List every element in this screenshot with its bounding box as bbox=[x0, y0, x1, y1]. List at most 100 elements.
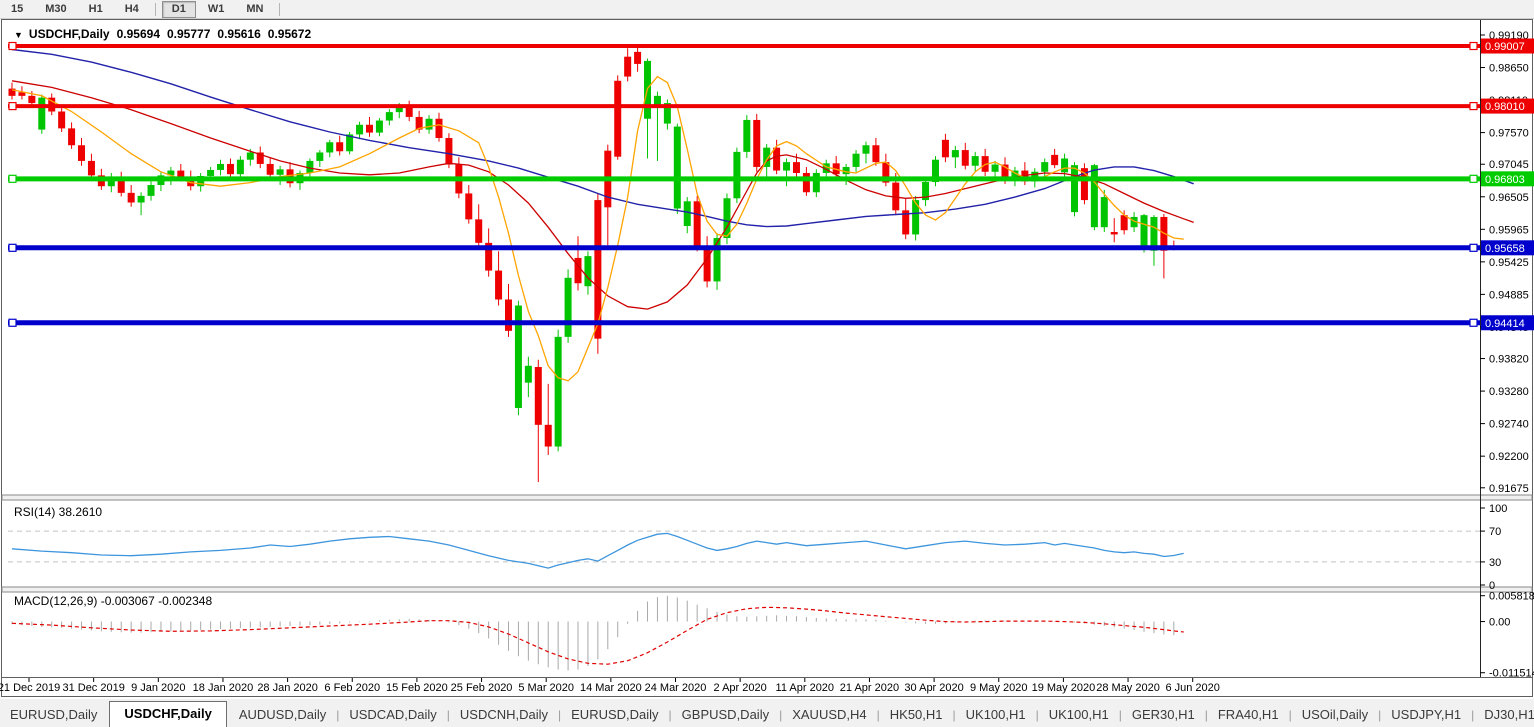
horizontal-line-0.99007[interactable] bbox=[8, 41, 1480, 51]
tab-separator: | bbox=[1204, 708, 1208, 722]
tab-hk50-h1[interactable]: HK50,H1 bbox=[889, 707, 943, 722]
date-tick-label: 28 Jan 2020 bbox=[257, 682, 318, 694]
tab-separator: | bbox=[876, 708, 880, 722]
svg-text:0.96803: 0.96803 bbox=[1485, 174, 1525, 186]
tab-dj30-h1[interactable]: DJ30,H1 bbox=[1484, 707, 1534, 722]
date-tick-label: 6 Jun 2020 bbox=[1165, 682, 1219, 694]
timeframe-button-15[interactable]: 15 bbox=[11, 2, 24, 15]
price-tick-label: 0.95425 bbox=[1489, 257, 1529, 269]
tab-usdcad-daily[interactable]: USDCAD,Daily bbox=[349, 707, 437, 722]
date-tick-label: 9 Jan 2020 bbox=[131, 682, 185, 694]
tab-usdchf-daily[interactable]: USDCHF,Daily bbox=[109, 701, 227, 727]
price-tick-label: 0.92200 bbox=[1489, 451, 1529, 463]
horizontal-line-0.98010[interactable] bbox=[8, 101, 1480, 111]
ohlc-high: 0.95777 bbox=[167, 27, 211, 41]
svg-text:0.98010: 0.98010 bbox=[1485, 101, 1525, 113]
candle bbox=[673, 123, 681, 214]
tab-uk100-h1[interactable]: UK100,H1 bbox=[965, 707, 1026, 722]
candle bbox=[1110, 218, 1118, 243]
tab-separator: | bbox=[336, 708, 340, 722]
moving-average-slow bbox=[11, 48, 1194, 228]
line-handle[interactable] bbox=[1469, 243, 1478, 252]
horizontal-line-0.94414[interactable] bbox=[8, 318, 1480, 327]
candle bbox=[137, 192, 145, 216]
tab-separator: | bbox=[1035, 708, 1039, 722]
svg-text:0.95658: 0.95658 bbox=[1485, 243, 1525, 255]
candle bbox=[8, 82, 16, 100]
tab-audusd-daily[interactable]: AUDUSD,Daily bbox=[238, 707, 327, 722]
tab-fra40-h1[interactable]: FRA40,H1 bbox=[1217, 707, 1279, 722]
candle bbox=[584, 251, 592, 295]
horizontal-line-objects bbox=[8, 41, 1480, 327]
line-handle[interactable] bbox=[1469, 174, 1478, 183]
candle bbox=[266, 157, 274, 179]
line-handle[interactable] bbox=[8, 101, 17, 111]
candle bbox=[614, 75, 622, 160]
line-handle[interactable] bbox=[1469, 318, 1478, 327]
candle bbox=[356, 121, 364, 140]
candle bbox=[276, 165, 284, 186]
tab-xauusd-h4[interactable]: XAUUSD,H4 bbox=[792, 707, 867, 722]
candle bbox=[1080, 163, 1088, 205]
timeframe-button-m30[interactable]: M30 bbox=[45, 2, 67, 15]
line-handle[interactable] bbox=[8, 243, 17, 252]
candlestick-series bbox=[8, 45, 1178, 483]
horizontal-line-0.96803[interactable] bbox=[8, 174, 1480, 183]
timeframe-button-d1[interactable]: D1 bbox=[161, 0, 196, 18]
line-handle[interactable] bbox=[8, 174, 17, 183]
date-tick-label: 15 Feb 2020 bbox=[386, 682, 448, 694]
candle bbox=[405, 100, 413, 122]
tab-ger30-h1[interactable]: GER30,H1 bbox=[1131, 707, 1195, 722]
tab-usdjpy-h1[interactable]: USDJPY,H1 bbox=[1391, 707, 1462, 722]
date-tick-label: 21 Dec 2019 bbox=[0, 682, 60, 694]
chart-frame bbox=[0, 18, 1534, 727]
candle bbox=[87, 153, 95, 181]
line-handle[interactable] bbox=[8, 318, 17, 327]
candle bbox=[634, 45, 642, 72]
candle bbox=[683, 197, 691, 234]
date-tick-label: 9 May 2020 bbox=[970, 682, 1027, 694]
price-tick-label: 0.91675 bbox=[1489, 483, 1529, 495]
timeframe-button-h1[interactable]: H1 bbox=[88, 2, 103, 15]
ohlc-close: 0.95672 bbox=[267, 27, 312, 41]
candle bbox=[415, 110, 423, 134]
timeframe-button-h4[interactable]: H4 bbox=[124, 2, 139, 15]
chart-menu-dropdown-icon[interactable]: ▼ bbox=[14, 30, 23, 40]
candle bbox=[1061, 153, 1069, 177]
candle bbox=[236, 156, 244, 178]
candle bbox=[872, 138, 880, 166]
date-axis[interactable]: 21 Dec 2019 31 Dec 2019 9 Jan 2020 18 Jan 2… bbox=[0, 678, 1220, 694]
tab-usdcnh-daily[interactable]: USDCNH,Daily bbox=[459, 707, 549, 722]
price-axis[interactable]: 0.991900.986500.981100.975700.970450.965… bbox=[1480, 30, 1534, 495]
candle bbox=[1100, 189, 1108, 233]
candle bbox=[653, 91, 661, 161]
candle bbox=[465, 185, 473, 224]
price-line-badge: 0.94414 bbox=[1481, 315, 1534, 331]
tab-eurusd-daily[interactable]: EURUSD,Daily bbox=[571, 707, 659, 722]
toolbar-separator bbox=[279, 2, 281, 16]
candle bbox=[256, 146, 264, 169]
candle bbox=[574, 236, 582, 291]
candle bbox=[902, 198, 910, 240]
horizontal-line-0.95658[interactable] bbox=[8, 243, 1480, 252]
candle bbox=[326, 139, 334, 158]
date-tick-label: 18 Jan 2020 bbox=[193, 682, 254, 694]
timeframe-button-w1[interactable]: W1 bbox=[207, 2, 225, 15]
line-handle[interactable] bbox=[1469, 101, 1478, 111]
tab-usoil-daily[interactable]: USOil,Daily bbox=[1301, 707, 1369, 722]
tab-eurusd-daily[interactable]: EURUSD,Daily bbox=[10, 707, 98, 722]
line-handle[interactable] bbox=[8, 41, 17, 51]
candle bbox=[743, 115, 751, 158]
moving-average-medium bbox=[11, 80, 1194, 310]
date-tick-label: 28 May 2020 bbox=[1096, 682, 1160, 694]
timeframe-button-mn[interactable]: MN bbox=[246, 2, 264, 15]
tab-uk100-h1[interactable]: UK100,H1 bbox=[1048, 707, 1109, 722]
svg-text:0.94414: 0.94414 bbox=[1485, 318, 1525, 330]
candle bbox=[1051, 148, 1059, 169]
date-tick-label: 30 Apr 2020 bbox=[904, 682, 963, 694]
line-handle[interactable] bbox=[1469, 41, 1478, 51]
ohlc-open: 0.95694 bbox=[116, 27, 160, 41]
tab-gbpusd-daily[interactable]: GBPUSD,Daily bbox=[681, 707, 770, 722]
candle bbox=[733, 147, 741, 204]
